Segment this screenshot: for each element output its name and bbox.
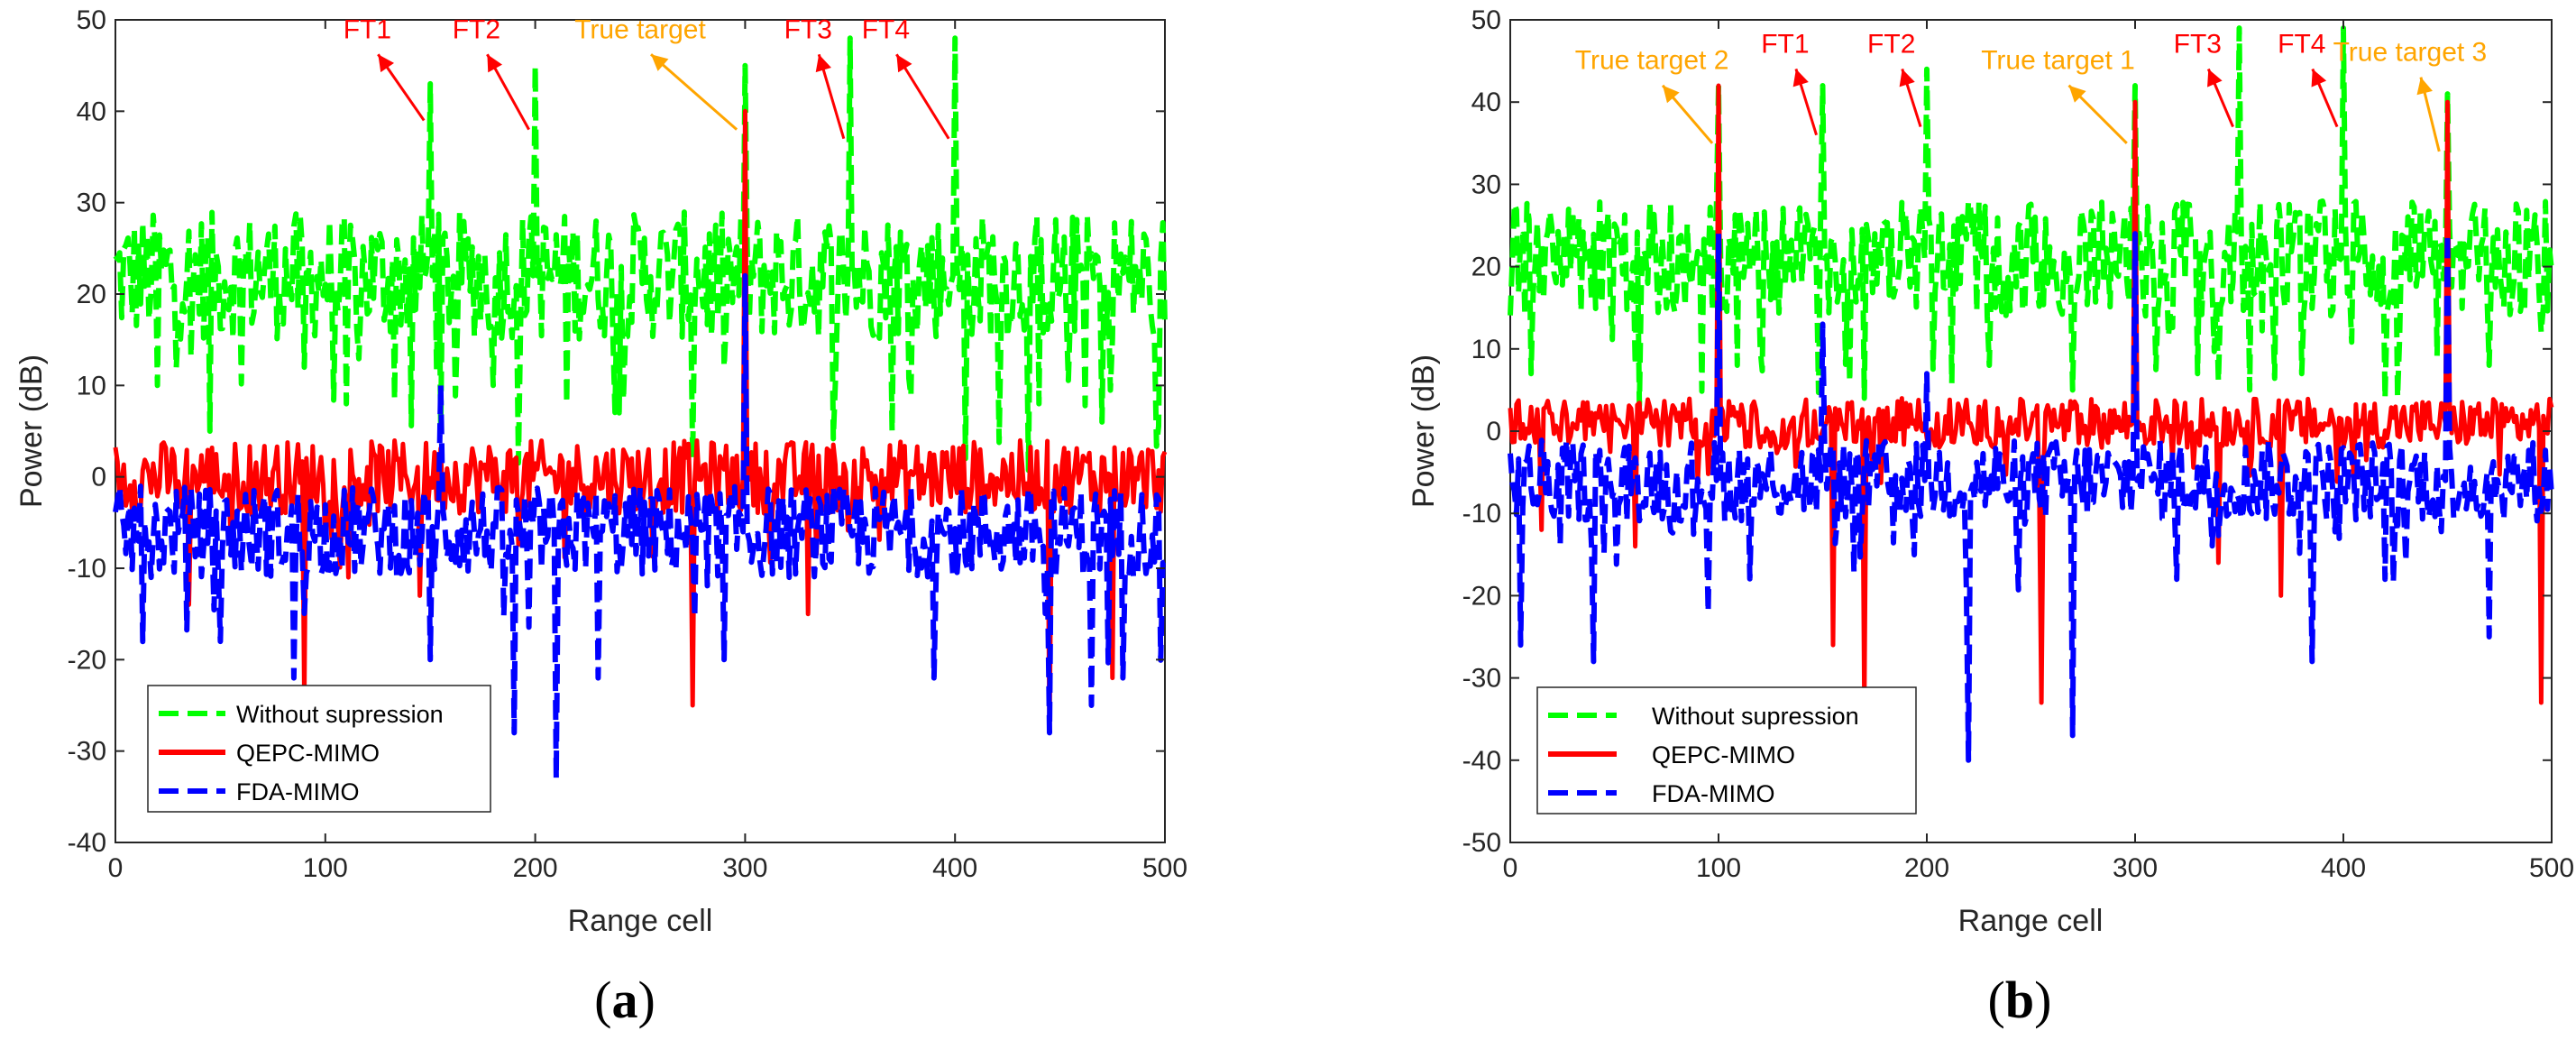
- x-tick-label-b: 400: [2321, 853, 2366, 883]
- annotation-arrowhead-a: [651, 54, 669, 71]
- y-tick-label-a: 0: [91, 463, 106, 492]
- y-tick-label-b: -40: [1462, 746, 1501, 776]
- y-axis-label-a: Power (dB): [14, 354, 49, 508]
- x-axis-label-b: Range cell: [1958, 904, 2104, 938]
- annotation-label-b: FT1: [1761, 29, 1809, 59]
- y-tick-label-b: 10: [1471, 335, 1501, 364]
- x-tick-label-b: 300: [2113, 853, 2158, 883]
- y-tick-label-b: -30: [1462, 664, 1501, 694]
- series-line-b-0: [1508, 25, 2554, 409]
- legend-label-without-b: Without supression: [1652, 703, 1859, 730]
- x-tick-label-a: 300: [722, 853, 767, 883]
- annotation-label-b: True target 3: [2333, 38, 2488, 68]
- series-group-a: [113, 35, 1168, 782]
- annotation-arrowhead-b: [1899, 69, 1915, 87]
- x-tick-label-a: 200: [513, 853, 558, 883]
- series-group-b: [1508, 25, 2554, 763]
- x-tick-label-a: 100: [303, 853, 348, 883]
- x-tick-label-b: 100: [1696, 853, 1741, 883]
- ticks-a: 0 100 200 300 400 500 -40 -30 -20 -10 0 10 20 30 40 50: [68, 5, 1187, 883]
- legend-label-fda-a: FDA-MIMO: [236, 778, 359, 805]
- y-tick-label-b: -20: [1462, 581, 1501, 611]
- x-tick-label-a: 500: [1142, 853, 1187, 883]
- x-tick-label-a: 0: [108, 853, 124, 883]
- legend-label-qepc-a: QEPC-MIMO: [236, 740, 380, 767]
- legend-label-fda-b: FDA-MIMO: [1652, 780, 1774, 807]
- annotation-arrow-a: [895, 53, 950, 140]
- annotation-arrowhead-b: [1663, 85, 1680, 104]
- annotation-arrowhead-b: [1792, 69, 1809, 87]
- ticks-b: 0 100 200 300 400 500 -50 -40 -30 -20 -10 0 10 20 30 40…: [1462, 5, 2574, 883]
- legend-a: Without supression QEPC-MIMO FDA-MIMO: [147, 685, 491, 813]
- annotation-arrowhead-a: [487, 54, 503, 73]
- panel-label-a: (a): [594, 971, 655, 1029]
- y-tick-label-a: 50: [77, 5, 106, 35]
- series-line-a-1: [113, 108, 1168, 735]
- annotation-arrowhead-b: [2416, 77, 2433, 96]
- legend-b: Without supression QEPC-MIMO FDA-MIMO: [1536, 686, 1917, 815]
- y-tick-label-a: 30: [77, 189, 106, 218]
- legend-box-b: [1536, 686, 1917, 815]
- annotation-arrowhead-a: [896, 54, 912, 73]
- y-tick-label-a: -40: [68, 828, 106, 858]
- annotation-label-b: True target 2: [1575, 46, 1729, 76]
- annotation-arrowhead-a: [378, 54, 395, 73]
- annotation-label-b: True target 1: [1981, 46, 2135, 76]
- y-tick-label-a: -10: [68, 554, 106, 584]
- series-line-b-1: [1508, 83, 2554, 705]
- y-tick-label-a: -30: [68, 737, 106, 767]
- annotation-arrowhead-b: [2068, 85, 2086, 103]
- annotation-label-b: FT4: [2278, 29, 2325, 59]
- legend-label-qepc-b: QEPC-MIMO: [1652, 741, 1795, 768]
- x-tick-label-b: 500: [2529, 853, 2574, 883]
- y-tick-label-b: 30: [1471, 170, 1501, 199]
- annotation-arrowhead-a: [815, 54, 831, 73]
- y-axis-label-b: Power (dB): [1407, 354, 1441, 508]
- x-tick-label-a: 400: [932, 853, 977, 883]
- x-tick-label-b: 0: [1503, 853, 1518, 883]
- annotation-arrow-a: [650, 53, 738, 131]
- y-tick-label-b: -10: [1462, 499, 1501, 529]
- y-tick-label-b: 50: [1471, 5, 1501, 35]
- panel-b: True target 2 FT1 FT2 True target 1 FT3 FT4 Tr…: [1407, 5, 2574, 1029]
- annotation-label-a: FT1: [344, 14, 391, 44]
- series-line-b-2: [1508, 231, 2554, 763]
- y-tick-label-a: 20: [77, 280, 106, 309]
- annotation-label-a: FT4: [862, 14, 910, 44]
- y-tick-label-b: 0: [1486, 417, 1501, 446]
- annotation-label-b: FT2: [1867, 29, 1915, 59]
- annotation-label-a: FT3: [784, 14, 832, 44]
- annotation-arrowhead-b: [2207, 69, 2223, 87]
- y-tick-label-a: 10: [77, 371, 106, 400]
- annotations-a: FT1 FT2 True target FT3 FT4: [344, 14, 950, 140]
- annotations-b: True target 2 FT1 FT2 True target 1 FT3 FT4 Tr…: [1575, 29, 2488, 152]
- series-line-a-0: [113, 35, 1168, 474]
- annotation-label-a: FT2: [453, 14, 500, 44]
- legend-label-without-a: Without supression: [236, 701, 444, 728]
- annotation-arrowhead-b: [2311, 69, 2327, 87]
- y-tick-label-a: 40: [77, 97, 106, 126]
- panel-label-b: (b): [1988, 971, 2052, 1029]
- series-line-a-2: [113, 272, 1166, 782]
- x-axis-label-a: Range cell: [568, 904, 713, 938]
- y-tick-label-b: 20: [1471, 253, 1501, 282]
- annotation-label-a: True target: [574, 14, 706, 44]
- y-tick-label-b: 40: [1471, 87, 1501, 117]
- y-tick-label-b: -50: [1462, 828, 1501, 858]
- annotation-label-b: FT3: [2174, 29, 2222, 59]
- panel-a: FT1 FT2 True target FT3 FT4 0 100 200 300 400 500…: [14, 5, 1187, 1029]
- y-tick-label-a: -20: [68, 645, 106, 675]
- x-tick-label-b: 200: [1904, 853, 1949, 883]
